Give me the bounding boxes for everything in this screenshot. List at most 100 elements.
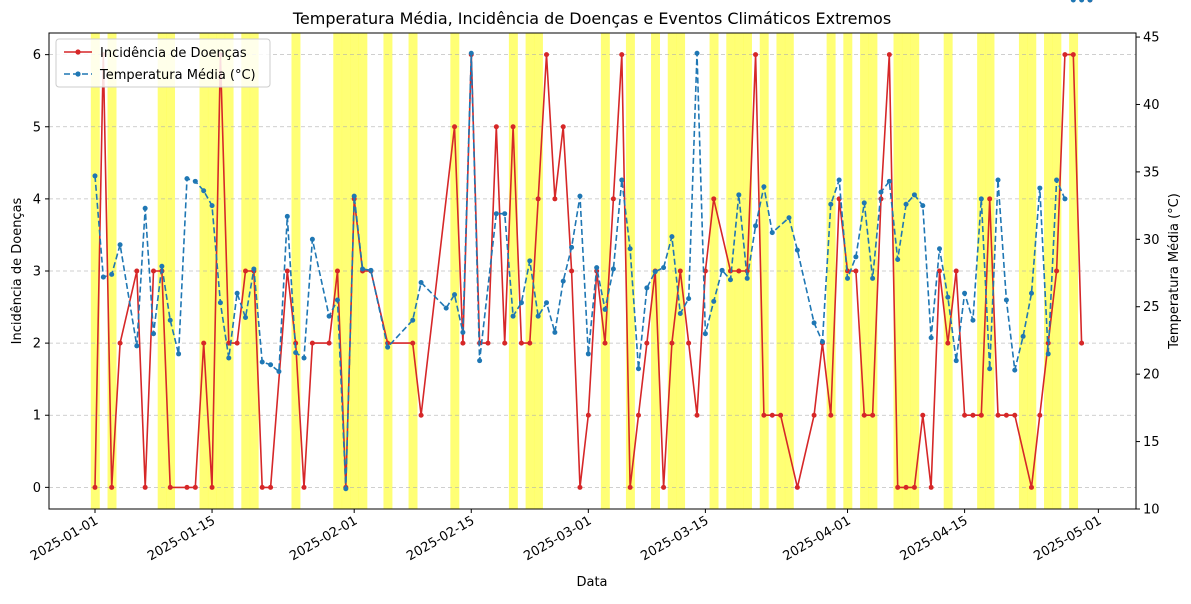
disease-incidence-point	[151, 268, 157, 274]
temperature-point	[477, 358, 483, 364]
disease-incidence-point	[619, 52, 625, 58]
disease-incidence-point	[334, 268, 340, 274]
disease-incidence-point	[602, 340, 608, 346]
disease-incidence-point	[284, 268, 290, 274]
extreme-event-band	[224, 33, 234, 509]
temperature-point	[644, 285, 650, 291]
temperature-point	[945, 294, 951, 300]
disease-incidence-point	[794, 484, 800, 490]
temperature-point	[1079, 0, 1085, 3]
disease-incidence-point	[1003, 412, 1009, 418]
disease-incidence-point	[1070, 52, 1076, 58]
disease-incidence-point	[209, 484, 215, 490]
temperature-point	[309, 236, 315, 242]
disease-incidence-point	[828, 412, 834, 418]
disease-incidence-point	[694, 412, 700, 418]
left-y-axis-label: Incidência de Doenças	[10, 197, 25, 344]
temperature-point	[702, 331, 708, 337]
legend-disease-label: Incidência de Doenças	[100, 46, 247, 61]
disease-incidence-point	[911, 484, 917, 490]
temperature-point	[886, 178, 892, 184]
temperature-point	[109, 271, 115, 277]
disease-incidence-point	[1012, 412, 1018, 418]
temperature-point	[711, 298, 717, 304]
temperature-point	[1054, 177, 1060, 183]
temperature-point	[460, 329, 466, 335]
temperature-point	[694, 50, 700, 56]
temperature-point	[1087, 0, 1093, 3]
temperature-point	[552, 329, 558, 335]
temperature-point	[677, 310, 683, 316]
disease-incidence-point	[142, 484, 148, 490]
temperature-point	[911, 192, 917, 198]
temperature-point	[151, 331, 157, 337]
disease-incidence-point	[418, 412, 424, 418]
disease-incidence-point	[1054, 268, 1060, 274]
temperature-point	[995, 177, 1001, 183]
disease-incidence-point	[552, 196, 558, 202]
disease-incidence-point	[928, 484, 934, 490]
temperature-point	[577, 193, 583, 199]
disease-incidence-point	[1028, 484, 1034, 490]
disease-incidence-point	[527, 340, 533, 346]
disease-incidence-point	[677, 268, 683, 274]
temperature-point	[268, 362, 274, 368]
temperature-point	[176, 351, 182, 357]
temperature-point	[870, 275, 876, 281]
temperature-point	[661, 265, 667, 271]
temperature-point	[284, 213, 290, 219]
temperature-point	[920, 203, 926, 209]
disease-incidence-point	[301, 484, 307, 490]
disease-incidence-point	[886, 52, 892, 58]
temperature-point	[727, 277, 733, 283]
disease-incidence-point	[510, 124, 516, 130]
temperature-point	[569, 244, 575, 250]
disease-incidence-point	[610, 196, 616, 202]
temperature-point	[301, 355, 307, 361]
temperature-point	[100, 274, 106, 280]
disease-incidence-point	[962, 412, 968, 418]
temperature-point	[259, 359, 265, 365]
temperature-point	[468, 50, 474, 56]
temperature-point	[351, 193, 357, 199]
disease-incidence-point	[920, 412, 926, 418]
right-y-tick-label: 40	[1143, 98, 1160, 113]
temperature-point	[903, 201, 909, 207]
disease-incidence-point	[535, 196, 541, 202]
temperature-point	[627, 246, 633, 252]
legend-temperature-marker	[75, 71, 81, 77]
disease-incidence-point	[167, 484, 173, 490]
disease-incidence-point	[410, 340, 416, 346]
temperature-point	[134, 343, 140, 349]
disease-incidence-point	[761, 412, 767, 418]
temperature-point	[1070, 0, 1076, 3]
temperature-point	[1020, 333, 1026, 339]
disease-incidence-point	[242, 268, 248, 274]
temperature-point	[1028, 290, 1034, 296]
disease-incidence-point	[452, 124, 458, 130]
disease-incidence-point	[978, 412, 984, 418]
disease-incidence-point	[895, 484, 901, 490]
temperature-point	[610, 266, 616, 272]
disease-incidence-point	[861, 412, 867, 418]
temperature-point	[360, 266, 366, 272]
temperature-point	[1012, 367, 1018, 373]
temperature-point	[560, 278, 566, 284]
disease-incidence-point	[903, 484, 909, 490]
disease-incidence-point	[778, 412, 784, 418]
disease-incidence-point	[268, 484, 274, 490]
disease-incidence-point	[753, 52, 759, 58]
left-y-tick-label: 5	[33, 120, 41, 135]
disease-incidence-point	[460, 340, 466, 346]
right-y-tick-label: 45	[1143, 31, 1160, 46]
disease-incidence-point	[234, 340, 240, 346]
extreme-event-band	[826, 33, 836, 509]
temperature-point	[527, 258, 533, 264]
temperature-point	[452, 292, 458, 298]
temperature-point	[201, 188, 207, 194]
disease-incidence-point	[987, 196, 993, 202]
temperature-point	[410, 317, 416, 323]
temperature-point	[594, 265, 600, 271]
temperature-point	[585, 351, 591, 357]
disease-incidence-point	[569, 268, 575, 274]
